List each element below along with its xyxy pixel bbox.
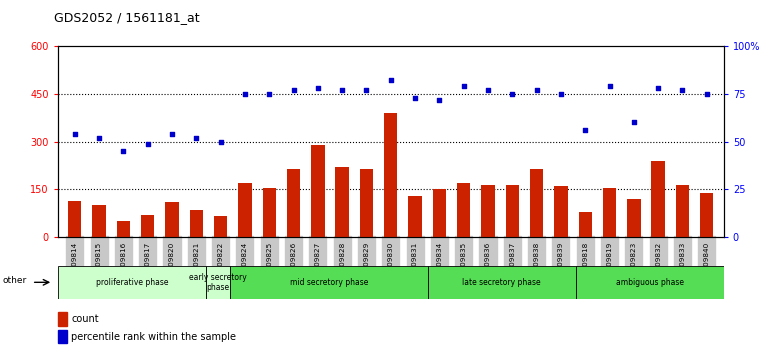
Point — [482, 87, 494, 93]
Bar — [336, 167, 349, 237]
Point — [287, 87, 300, 93]
Bar — [530, 169, 544, 237]
Point — [142, 141, 154, 146]
Point — [312, 85, 324, 91]
Text: GDS2052 / 1561181_at: GDS2052 / 1561181_at — [54, 11, 199, 24]
Bar — [408, 196, 422, 237]
Text: count: count — [71, 314, 99, 324]
Text: proliferative phase: proliferative phase — [95, 278, 168, 287]
Bar — [603, 188, 616, 237]
Point — [336, 87, 348, 93]
Point — [215, 139, 227, 144]
Bar — [58, 330, 68, 343]
Bar — [506, 185, 519, 237]
Point — [263, 91, 276, 97]
Bar — [676, 185, 689, 237]
Bar — [206, 266, 230, 299]
Bar — [58, 312, 68, 326]
Point — [652, 85, 665, 91]
Bar — [433, 189, 446, 237]
Bar — [700, 193, 714, 237]
Bar — [141, 215, 154, 237]
Text: late secretory phase: late secretory phase — [463, 278, 541, 287]
Bar — [230, 266, 428, 299]
Point — [69, 131, 81, 137]
Point — [506, 91, 518, 97]
Point — [457, 83, 470, 89]
Bar — [578, 212, 592, 237]
Bar — [576, 266, 724, 299]
Bar — [287, 169, 300, 237]
Point — [434, 97, 446, 102]
Bar — [428, 266, 576, 299]
Bar — [384, 113, 397, 237]
Point — [93, 135, 105, 141]
Bar — [311, 145, 324, 237]
Text: ambiguous phase: ambiguous phase — [616, 278, 684, 287]
Text: early secretory
phase: early secretory phase — [189, 273, 247, 292]
Point — [409, 95, 421, 101]
Bar — [214, 216, 227, 237]
Point — [239, 91, 251, 97]
Bar — [58, 266, 206, 299]
Bar — [92, 205, 105, 237]
Text: other: other — [3, 276, 27, 285]
Bar — [166, 202, 179, 237]
Point — [628, 120, 640, 125]
Point — [531, 87, 543, 93]
Point — [166, 131, 178, 137]
Bar — [360, 169, 373, 237]
Point — [385, 78, 397, 83]
Point — [579, 127, 591, 133]
Bar — [263, 188, 276, 237]
Point — [676, 87, 688, 93]
Bar — [651, 161, 665, 237]
Bar — [457, 183, 470, 237]
Point — [701, 91, 713, 97]
Point — [360, 87, 373, 93]
Point — [554, 91, 567, 97]
Text: mid secretory phase: mid secretory phase — [290, 278, 368, 287]
Bar — [68, 200, 82, 237]
Point — [190, 135, 203, 141]
Point — [117, 148, 129, 154]
Bar — [481, 185, 494, 237]
Point — [604, 83, 616, 89]
Bar — [554, 186, 567, 237]
Bar — [238, 183, 252, 237]
Bar — [189, 210, 203, 237]
Text: percentile rank within the sample: percentile rank within the sample — [71, 332, 236, 342]
Bar — [628, 199, 641, 237]
Bar — [117, 221, 130, 237]
